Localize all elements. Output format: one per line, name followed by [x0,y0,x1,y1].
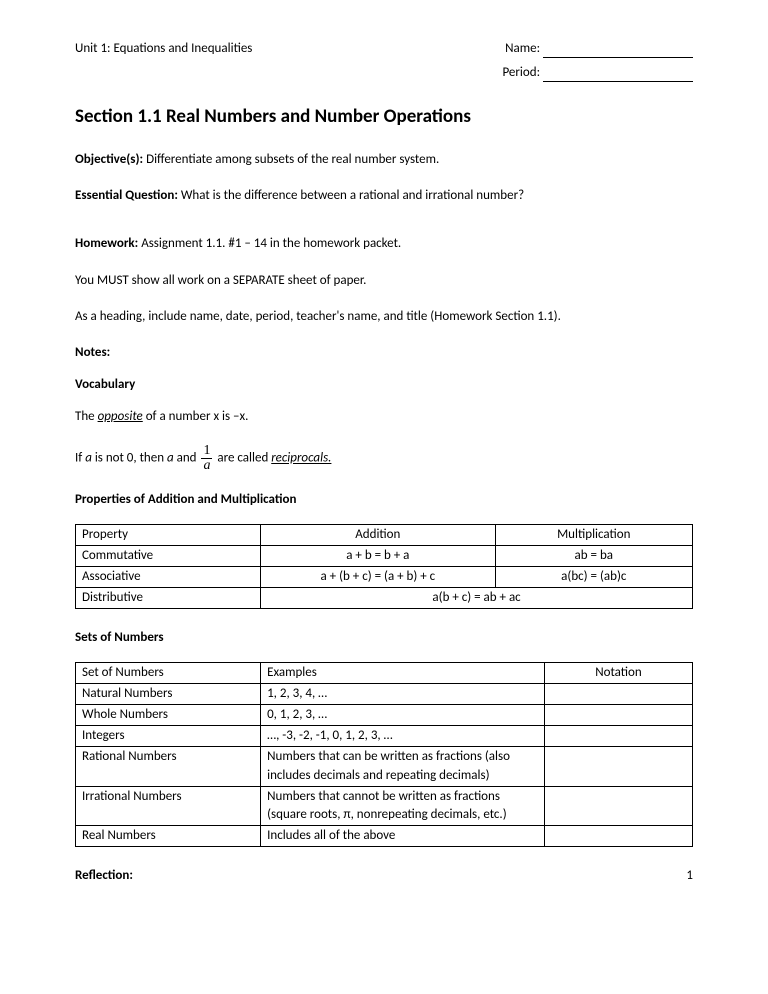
v2-mid3: are called [214,451,271,466]
vocab-label: Vocabulary [75,376,693,394]
cell: Multiplication [495,524,692,545]
document-page: Unit 1: Equations and Inequalities Name:… [0,0,768,915]
sets-table: Set of Numbers Examples Notation Natural… [75,662,693,848]
cell: Numbers that cannot be written as fracti… [261,786,545,825]
cell: 0, 1, 2, 3, … [261,704,545,725]
header-row: Unit 1: Equations and Inequalities Name: [75,40,693,58]
cell: ab = ba [495,545,692,566]
cell: Includes all of the above [261,826,545,847]
homework-line2: You MUST show all work on a SEPARATE she… [75,272,693,290]
vocab-reciprocal: If a is not 0, then a and 1a are called … [75,444,693,473]
reflection-label: Reflection: [75,867,133,885]
cell: a(b + c) = ab + ac [261,588,693,609]
table-row: Real Numbers Includes all of the above [76,826,693,847]
sets-label: Sets of Numbers [75,629,693,647]
objective-label: Objective(s): [75,152,143,167]
table-row: Distributive a(b + c) = ab + ac [76,588,693,609]
cell [544,786,692,825]
v2-a2: a [167,451,174,466]
objective-text: Differentiate among subsets of the real … [143,152,439,167]
cell [544,726,692,747]
table-row: Irrational Numbers Numbers that cannot b… [76,786,693,825]
cell: Irrational Numbers [76,786,261,825]
essential-question-line: Essential Question: What is the differen… [75,187,693,205]
cell [544,683,692,704]
table-row: Rational Numbers Numbers that can be wri… [76,747,693,786]
cell: Rational Numbers [76,747,261,786]
table-row: Commutative a + b = b + a ab = ba [76,545,693,566]
homework-line1: Homework: Assignment 1.1. #1 – 14 in the… [75,235,693,253]
cell: Natural Numbers [76,683,261,704]
cell: Notation [544,662,692,683]
cell [544,826,692,847]
cell: Real Numbers [76,826,261,847]
v2-pre: If [75,451,85,466]
name-blank [543,57,693,58]
frac-num: 1 [201,444,212,459]
v2-term: reciprocals. [271,451,331,466]
unit-title: Unit 1: Equations and Inequalities [75,40,252,58]
period-label: Period: [502,65,540,80]
vocab1-pre: The [75,409,98,424]
cell [544,747,692,786]
homework-label: Homework: [75,236,138,251]
cell: Distributive [76,588,261,609]
properties-table: Property Addition Multiplication Commuta… [75,524,693,610]
section-title: Section 1.1 Real Numbers and Number Oper… [75,104,693,131]
cell: Integers [76,726,261,747]
vocab1-post: of a number x is –x. [143,409,249,424]
page-number: 1 [686,867,693,885]
fraction: 1a [201,444,212,473]
period-row: Period: [75,64,693,82]
cell [544,704,692,725]
eq-label: Essential Question: [75,188,178,203]
table-row: Natural Numbers 1, 2, 3, 4, … [76,683,693,704]
table-row: Set of Numbers Examples Notation [76,662,693,683]
v2-a1: a [85,451,92,466]
footer: Reflection: 1 [75,867,693,885]
homework-line3: As a heading, include name, date, period… [75,308,693,326]
frac-den: a [201,459,212,473]
cell: Commutative [76,545,261,566]
table-row: Associative a + (b + c) = (a + b) + c a(… [76,567,693,588]
v2-mid1: is not 0, then [92,451,167,466]
vocab-opposite: The opposite of a number x is –x. [75,408,693,426]
cell: a(bc) = (ab)c [495,567,692,588]
table-row: Integers …, -3, -2, -1, 0, 1, 2, 3, … [76,726,693,747]
eq-text: What is the difference between a rationa… [178,188,524,203]
homework-text: Assignment 1.1. #1 – 14 in the homework … [138,236,401,251]
cell: Whole Numbers [76,704,261,725]
vocab1-term: opposite [98,409,143,424]
notes-label: Notes: [75,344,693,362]
props-label: Properties of Addition and Multiplicatio… [75,491,693,509]
cell: 1, 2, 3, 4, … [261,683,545,704]
objective-line: Objective(s): Differentiate among subset… [75,151,693,169]
name-field: Name: [505,40,693,58]
cell: a + (b + c) = (a + b) + c [261,567,495,588]
table-row: Property Addition Multiplication [76,524,693,545]
cell: Addition [261,524,495,545]
cell: Numbers that can be written as fractions… [261,747,545,786]
cell: a + b = b + a [261,545,495,566]
cell: Examples [261,662,545,683]
v2-mid2: and [174,451,200,466]
period-blank [543,81,693,82]
cell: Associative [76,567,261,588]
cell: Property [76,524,261,545]
name-label: Name: [505,41,540,56]
table-row: Whole Numbers 0, 1, 2, 3, … [76,704,693,725]
cell: Set of Numbers [76,662,261,683]
cell: …, -3, -2, -1, 0, 1, 2, 3, … [261,726,545,747]
